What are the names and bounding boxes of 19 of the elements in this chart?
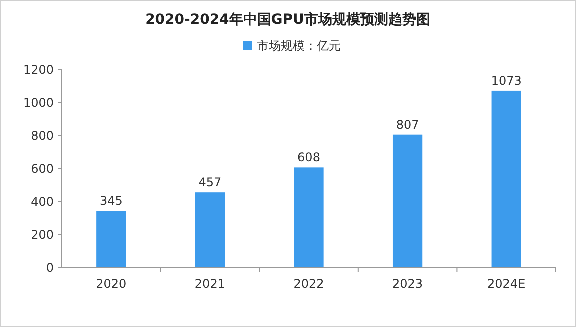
data-label: 807 [396, 118, 420, 132]
data-label: 608 [298, 150, 320, 165]
y-tick: 400 [31, 195, 54, 209]
title: 2020-2024年中国GPU市场规模预测趋势图 [146, 12, 430, 28]
x-tick: 2020 [96, 277, 127, 291]
y-tick: 1000 [23, 96, 54, 110]
y-tick: 0 [46, 261, 54, 275]
legend: 市场规模：亿元 [257, 39, 341, 53]
x-tick: 2022 [294, 277, 324, 291]
y-tick: 600 [31, 162, 54, 176]
data-label: 1073 [491, 74, 522, 88]
x-tick: 2024E [488, 277, 526, 291]
x-tick: 2021 [194, 277, 226, 291]
y-tick: 800 [31, 129, 54, 143]
data-label: 457 [198, 176, 222, 190]
y-tick: 1200 [23, 63, 54, 77]
y-tick: 200 [31, 228, 54, 242]
x-tick: 2023 [392, 277, 424, 291]
data-label: 345 [100, 194, 123, 208]
